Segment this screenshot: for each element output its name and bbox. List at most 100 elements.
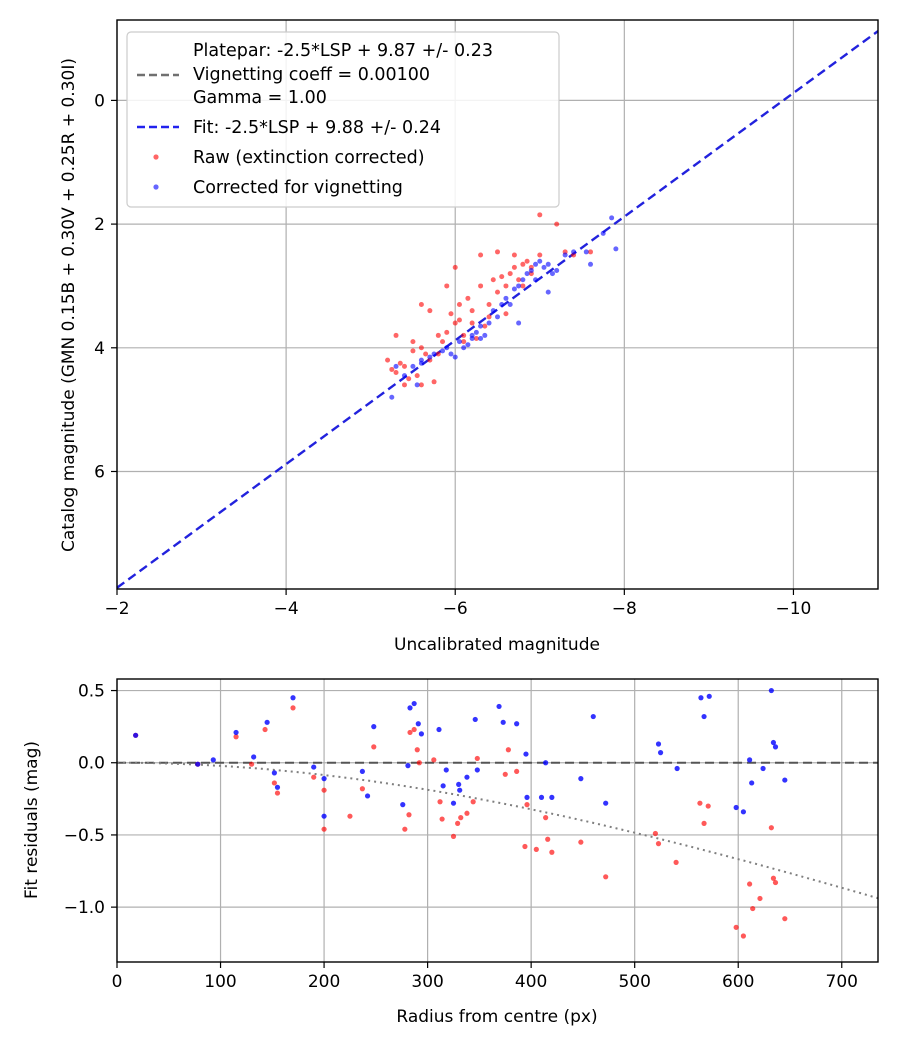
legend-fit: Fit: -2.5*LSP + 9.88 +/- 0.24	[193, 118, 441, 138]
raw-point	[418, 302, 424, 307]
raw-point	[478, 283, 484, 289]
residual-corrected-point	[436, 726, 442, 733]
residual-corrected-point	[538, 794, 545, 800]
residual-corrected-point	[400, 802, 406, 808]
top-ticks: −2 −4 −6 −8 −10 0 2 4 6	[94, 91, 811, 619]
residual-corrected-point	[674, 765, 680, 772]
residual-corrected-point	[364, 793, 371, 799]
residual-corrected-point	[133, 732, 139, 738]
residual-raw-point	[655, 841, 662, 847]
residual-corrected-point	[524, 794, 530, 800]
corrected-point	[444, 345, 450, 351]
residual-corrected-point	[496, 703, 502, 710]
corrected-point	[478, 323, 484, 329]
residual-corrected-point	[706, 693, 712, 699]
bottom-data-points	[133, 687, 788, 939]
raw-point	[520, 261, 526, 267]
residual-raw-point	[474, 755, 480, 762]
raw-point	[495, 289, 500, 295]
residual-corrected-point	[733, 804, 739, 811]
residual-corrected-point	[474, 767, 480, 773]
raw-point	[511, 264, 517, 270]
raw-point	[397, 360, 403, 366]
corrected-point	[613, 246, 619, 252]
corrected-point	[499, 302, 505, 307]
raw-point	[393, 332, 399, 338]
top-data-points	[385, 212, 619, 400]
corrected-point	[545, 261, 551, 267]
corrected-point	[533, 261, 539, 267]
residual-raw-point	[524, 802, 530, 808]
corrected-point	[478, 336, 484, 342]
residual-corrected-point	[233, 729, 239, 736]
corrected-point	[490, 308, 496, 314]
corrected-point	[524, 271, 530, 277]
residual-corrected-point	[195, 761, 201, 767]
residual-raw-point	[782, 916, 788, 922]
raw-point	[537, 212, 543, 218]
raw-point	[537, 252, 543, 258]
residual-raw-point	[311, 774, 317, 780]
corrected-point	[456, 339, 462, 345]
corrected-point	[503, 295, 509, 301]
residual-corrected-point	[251, 754, 257, 760]
corrected-point	[516, 320, 522, 326]
residual-raw-point	[411, 726, 417, 733]
raw-point	[524, 258, 530, 264]
corrected-point	[431, 351, 437, 357]
top-y-tick-label: 4	[94, 339, 105, 359]
raw-point	[444, 329, 450, 335]
residual-corrected-point	[359, 768, 365, 775]
residual-corrected-point	[500, 719, 506, 725]
residual-corrected-point	[698, 695, 704, 701]
residual-raw-point	[274, 790, 281, 796]
corrected-point	[461, 345, 467, 351]
corrected-point	[600, 230, 606, 236]
corrected-point	[393, 363, 399, 369]
legend-corrected-swatch	[153, 184, 159, 190]
raw-point	[520, 283, 526, 289]
raw-point	[448, 311, 454, 317]
raw-point	[503, 311, 509, 317]
raw-point	[511, 252, 517, 258]
residual-corrected-point	[747, 757, 753, 763]
bottom-x-tick-label: 400	[515, 972, 547, 992]
raw-point	[482, 323, 488, 329]
raw-point	[423, 351, 429, 357]
residual-raw-point	[757, 895, 763, 902]
residual-corrected-point	[772, 744, 779, 750]
raw-point	[440, 339, 446, 345]
residual-corrected-point	[411, 700, 417, 707]
raw-point	[435, 351, 441, 357]
bottom-x-tick-label: 300	[411, 972, 443, 992]
residual-raw-point	[439, 816, 445, 822]
bottom-x-tick-label: 100	[204, 972, 236, 992]
residual-corrected-point	[456, 781, 462, 788]
top-y-tick-label: 6	[94, 462, 105, 482]
corrected-point	[609, 215, 615, 221]
raw-point	[406, 376, 412, 382]
residual-raw-point	[747, 881, 753, 887]
raw-point	[469, 320, 475, 326]
corrected-point	[583, 249, 589, 255]
raw-point	[452, 320, 458, 326]
residual-raw-point	[740, 933, 747, 939]
residual-corrected-point	[472, 716, 478, 723]
residual-corrected-point	[264, 719, 270, 725]
top-x-tick-label: −8	[612, 599, 637, 619]
raw-point	[410, 339, 416, 345]
residual-raw-point	[414, 747, 420, 753]
residual-raw-point	[772, 879, 779, 886]
bottom-x-tick-label: 0	[112, 972, 123, 992]
residual-corrected-point	[549, 794, 555, 800]
top-x-axis-label: Uncalibrated magnitude	[394, 635, 600, 655]
corrected-point	[545, 289, 551, 295]
residual-raw-point	[502, 771, 508, 777]
raw-point	[486, 302, 492, 307]
corrected-point	[554, 267, 560, 273]
legend-box	[126, 31, 560, 208]
residual-corrected-point	[407, 705, 413, 711]
residual-corrected-point	[210, 757, 216, 763]
legend-raw-swatch	[153, 154, 159, 160]
